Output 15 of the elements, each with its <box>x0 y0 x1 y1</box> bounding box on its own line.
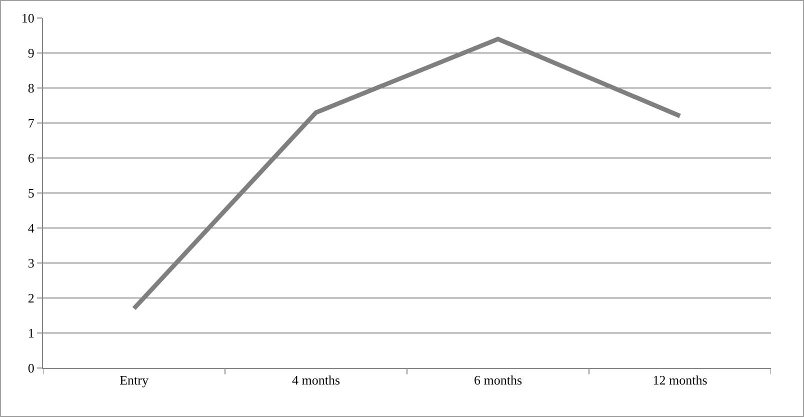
y-tick-label: 3 <box>28 256 34 271</box>
x-tick-label: 12 months <box>652 372 708 388</box>
y-tick-label: 0 <box>28 360 34 376</box>
y-tick-label: 9 <box>28 46 34 61</box>
x-tick-label: 4 months <box>292 372 340 388</box>
x-tick-label: Entry <box>120 372 149 388</box>
y-tick-label: 2 <box>28 290 34 306</box>
y-tick-label: 4 <box>28 220 35 236</box>
y-tick-label: 5 <box>28 186 34 201</box>
x-tick-label: 6 months <box>474 372 522 388</box>
y-tick-label: 6 <box>28 150 35 166</box>
y-tick-label: 7 <box>28 116 35 131</box>
y-tick-label: 10 <box>21 10 34 26</box>
y-tick-label: 8 <box>28 80 34 96</box>
y-tick-label: 1 <box>28 326 34 341</box>
